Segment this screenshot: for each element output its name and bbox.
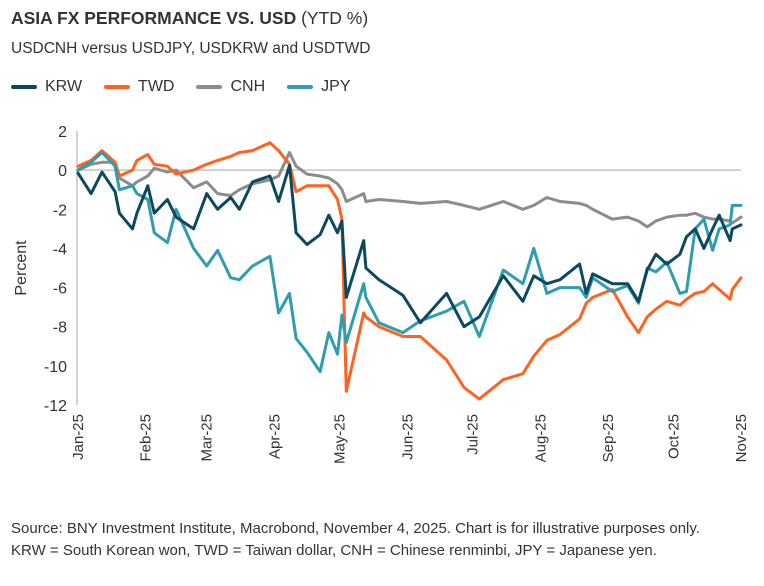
chart-subtitle: USDCNH versus USDJPY, USDKRW and USDTWD [11, 40, 371, 57]
y-tick-label: -6 [53, 281, 67, 298]
x-tick-label: May-25 [332, 414, 349, 464]
legend-swatch-krw [11, 85, 37, 89]
x-tick-label: Mar-25 [199, 414, 216, 462]
legend-swatch-twd [104, 85, 131, 89]
legend-label-twd: TWD [138, 78, 175, 95]
x-tick-label: Oct-25 [665, 414, 682, 459]
legend-label-cnh: CNH [230, 78, 266, 95]
y-tick-label: 2 [58, 124, 67, 141]
legend-label-krw: KRW [45, 78, 83, 95]
y-tick-label: -12 [44, 398, 67, 415]
y-axis-label: Percent [13, 240, 30, 296]
chart-title-unit: (YTD %) [301, 8, 369, 28]
series-line-twd [76, 141, 743, 401]
y-tick-label: 0 [58, 163, 67, 180]
y-tick-label: -4 [53, 241, 67, 258]
legend-swatch-cnh [196, 85, 223, 89]
legend: KRW TWD CNH JPY [11, 78, 351, 96]
x-tick-label: Apr-25 [266, 414, 283, 459]
chart-title: ASIA FX PERFORMANCE VS. USD (YTD %) [11, 8, 368, 29]
line-chart: 2 0 -2 -4 -6 -8 -10 -12 Jan-25 Feb-25 Mar-25 Apr-2… [13, 124, 750, 464]
series-line-krw [76, 163, 743, 329]
chart-title-bold: ASIA FX PERFORMANCE VS. USD [11, 8, 297, 28]
legend-item-twd: TWD [104, 78, 174, 96]
x-tick-label: Jan-25 [70, 414, 87, 460]
legend-item-jpy: JPY [287, 78, 351, 96]
source-footnote: Source: BNY Investment Institute, Macrob… [11, 520, 700, 559]
x-axis-ticks: Jan-25 Feb-25 Mar-25 Apr-25 May-25 Jun-25 Jul-… [70, 414, 750, 464]
y-tick-label: -10 [44, 359, 67, 376]
x-tick-label: Jul-25 [465, 414, 482, 455]
legend-swatch-jpy [287, 85, 314, 89]
legend-label-jpy: JPY [321, 78, 351, 95]
y-tick-label: -8 [53, 320, 67, 337]
x-tick-label: Feb-25 [138, 414, 155, 462]
y-tick-label: -2 [53, 202, 67, 219]
x-tick-label: Sep-25 [600, 414, 617, 462]
y-axis-ticks: 2 0 -2 -4 -6 -8 -10 -12 [44, 124, 67, 415]
legend-item-cnh: CNH [196, 78, 265, 96]
series-lines [76, 141, 743, 401]
x-tick-label: Aug-25 [532, 414, 549, 462]
series-line-jpy [76, 151, 743, 374]
x-tick-label: Jun-25 [399, 414, 416, 460]
legend-item-krw: KRW [11, 78, 82, 96]
x-tick-label: Nov-25 [733, 414, 750, 462]
